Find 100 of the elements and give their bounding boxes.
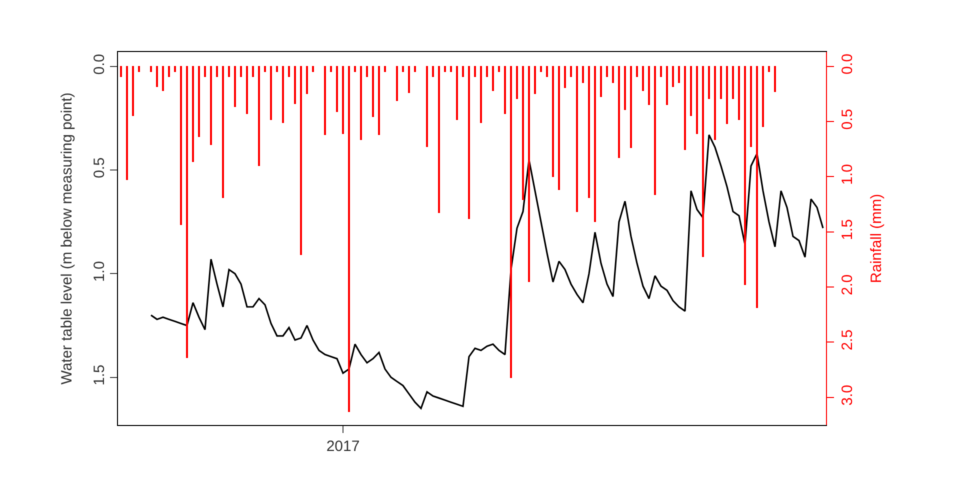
bar bbox=[636, 66, 638, 77]
bar bbox=[132, 66, 134, 116]
bar bbox=[246, 66, 248, 114]
bar bbox=[750, 66, 752, 147]
bar bbox=[570, 66, 572, 77]
x-tick-label: 2017 bbox=[326, 438, 360, 455]
bar bbox=[402, 66, 404, 72]
bar bbox=[456, 66, 458, 120]
bar bbox=[360, 66, 362, 140]
bar bbox=[384, 66, 386, 72]
y2-tick-label: 3.0 bbox=[839, 384, 856, 406]
y-axis-title: Water table level (m below measuring point) bbox=[58, 92, 76, 385]
bar bbox=[504, 66, 506, 114]
bar bbox=[768, 66, 770, 72]
bar bbox=[468, 66, 470, 219]
bar bbox=[486, 66, 488, 77]
y-tick-label: 0.0 bbox=[91, 54, 108, 75]
bar bbox=[198, 66, 200, 137]
bar bbox=[264, 66, 266, 72]
bar bbox=[516, 66, 518, 99]
bar bbox=[156, 66, 158, 87]
bar bbox=[324, 66, 326, 135]
bar bbox=[582, 66, 584, 83]
bar bbox=[444, 66, 446, 72]
y2-tick-label: 0.0 bbox=[839, 54, 856, 75]
y2-tick-label: 1.0 bbox=[839, 164, 856, 185]
bar bbox=[738, 66, 740, 120]
y-tick-label: 1.5 bbox=[91, 364, 108, 386]
bar bbox=[450, 66, 452, 72]
bar bbox=[594, 66, 596, 222]
bar bbox=[672, 66, 674, 87]
bar bbox=[510, 66, 512, 378]
bar bbox=[744, 66, 746, 285]
bar bbox=[252, 66, 254, 77]
bar bbox=[228, 66, 230, 77]
bar bbox=[282, 66, 284, 123]
bar bbox=[546, 66, 548, 77]
y2-axis-title: Rainfall (mm) bbox=[868, 194, 885, 284]
y-tick-label: 0.5 bbox=[91, 157, 108, 178]
bar bbox=[438, 66, 440, 213]
bar bbox=[294, 66, 296, 104]
bar bbox=[618, 66, 620, 158]
bar bbox=[372, 66, 374, 117]
bar bbox=[270, 66, 272, 120]
bar bbox=[336, 66, 338, 112]
bar bbox=[522, 66, 524, 200]
bar bbox=[126, 66, 128, 180]
bar bbox=[174, 66, 176, 72]
bar bbox=[432, 66, 434, 77]
bar bbox=[330, 66, 332, 72]
bar bbox=[774, 66, 776, 92]
y2-tick-label: 2.0 bbox=[839, 274, 856, 296]
bar bbox=[150, 66, 152, 72]
bar bbox=[288, 66, 290, 77]
y2-tick-label: 1.5 bbox=[839, 219, 856, 240]
bar bbox=[714, 66, 716, 140]
bar bbox=[762, 66, 764, 127]
y2-tick-label: 2.5 bbox=[839, 330, 856, 350]
bar bbox=[306, 66, 308, 94]
bar bbox=[708, 66, 710, 99]
bar bbox=[168, 66, 170, 77]
bar bbox=[414, 66, 416, 72]
bar bbox=[660, 66, 662, 77]
bar bbox=[342, 66, 344, 134]
bar bbox=[540, 66, 542, 72]
bar bbox=[756, 66, 758, 308]
y-tick-label: 1.0 bbox=[91, 261, 108, 282]
bar bbox=[492, 66, 494, 91]
bar bbox=[240, 66, 242, 77]
bar bbox=[210, 66, 212, 145]
bar bbox=[216, 66, 218, 77]
bar bbox=[258, 66, 260, 166]
bar bbox=[180, 66, 182, 225]
bar bbox=[498, 66, 500, 72]
bar bbox=[426, 66, 428, 147]
bar bbox=[348, 66, 350, 412]
bar bbox=[138, 66, 140, 72]
bar bbox=[666, 66, 668, 105]
bar bbox=[606, 66, 608, 77]
bar bbox=[480, 66, 482, 123]
bar bbox=[642, 66, 644, 91]
bar bbox=[732, 66, 734, 99]
bar bbox=[702, 66, 704, 257]
bar bbox=[276, 66, 278, 72]
bar bbox=[204, 66, 206, 77]
bar bbox=[720, 66, 722, 99]
bar bbox=[558, 66, 560, 190]
bar bbox=[552, 66, 554, 177]
bar bbox=[462, 66, 464, 77]
bar bbox=[378, 66, 380, 135]
bar bbox=[120, 66, 122, 77]
bar bbox=[186, 66, 188, 358]
bar bbox=[600, 66, 602, 97]
bar bbox=[648, 66, 650, 105]
bar bbox=[654, 66, 656, 195]
line-series bbox=[150, 134, 824, 410]
y2-tick-label: 0.5 bbox=[839, 108, 856, 130]
bar bbox=[162, 66, 164, 91]
bar bbox=[474, 66, 476, 77]
bar bbox=[630, 66, 632, 148]
